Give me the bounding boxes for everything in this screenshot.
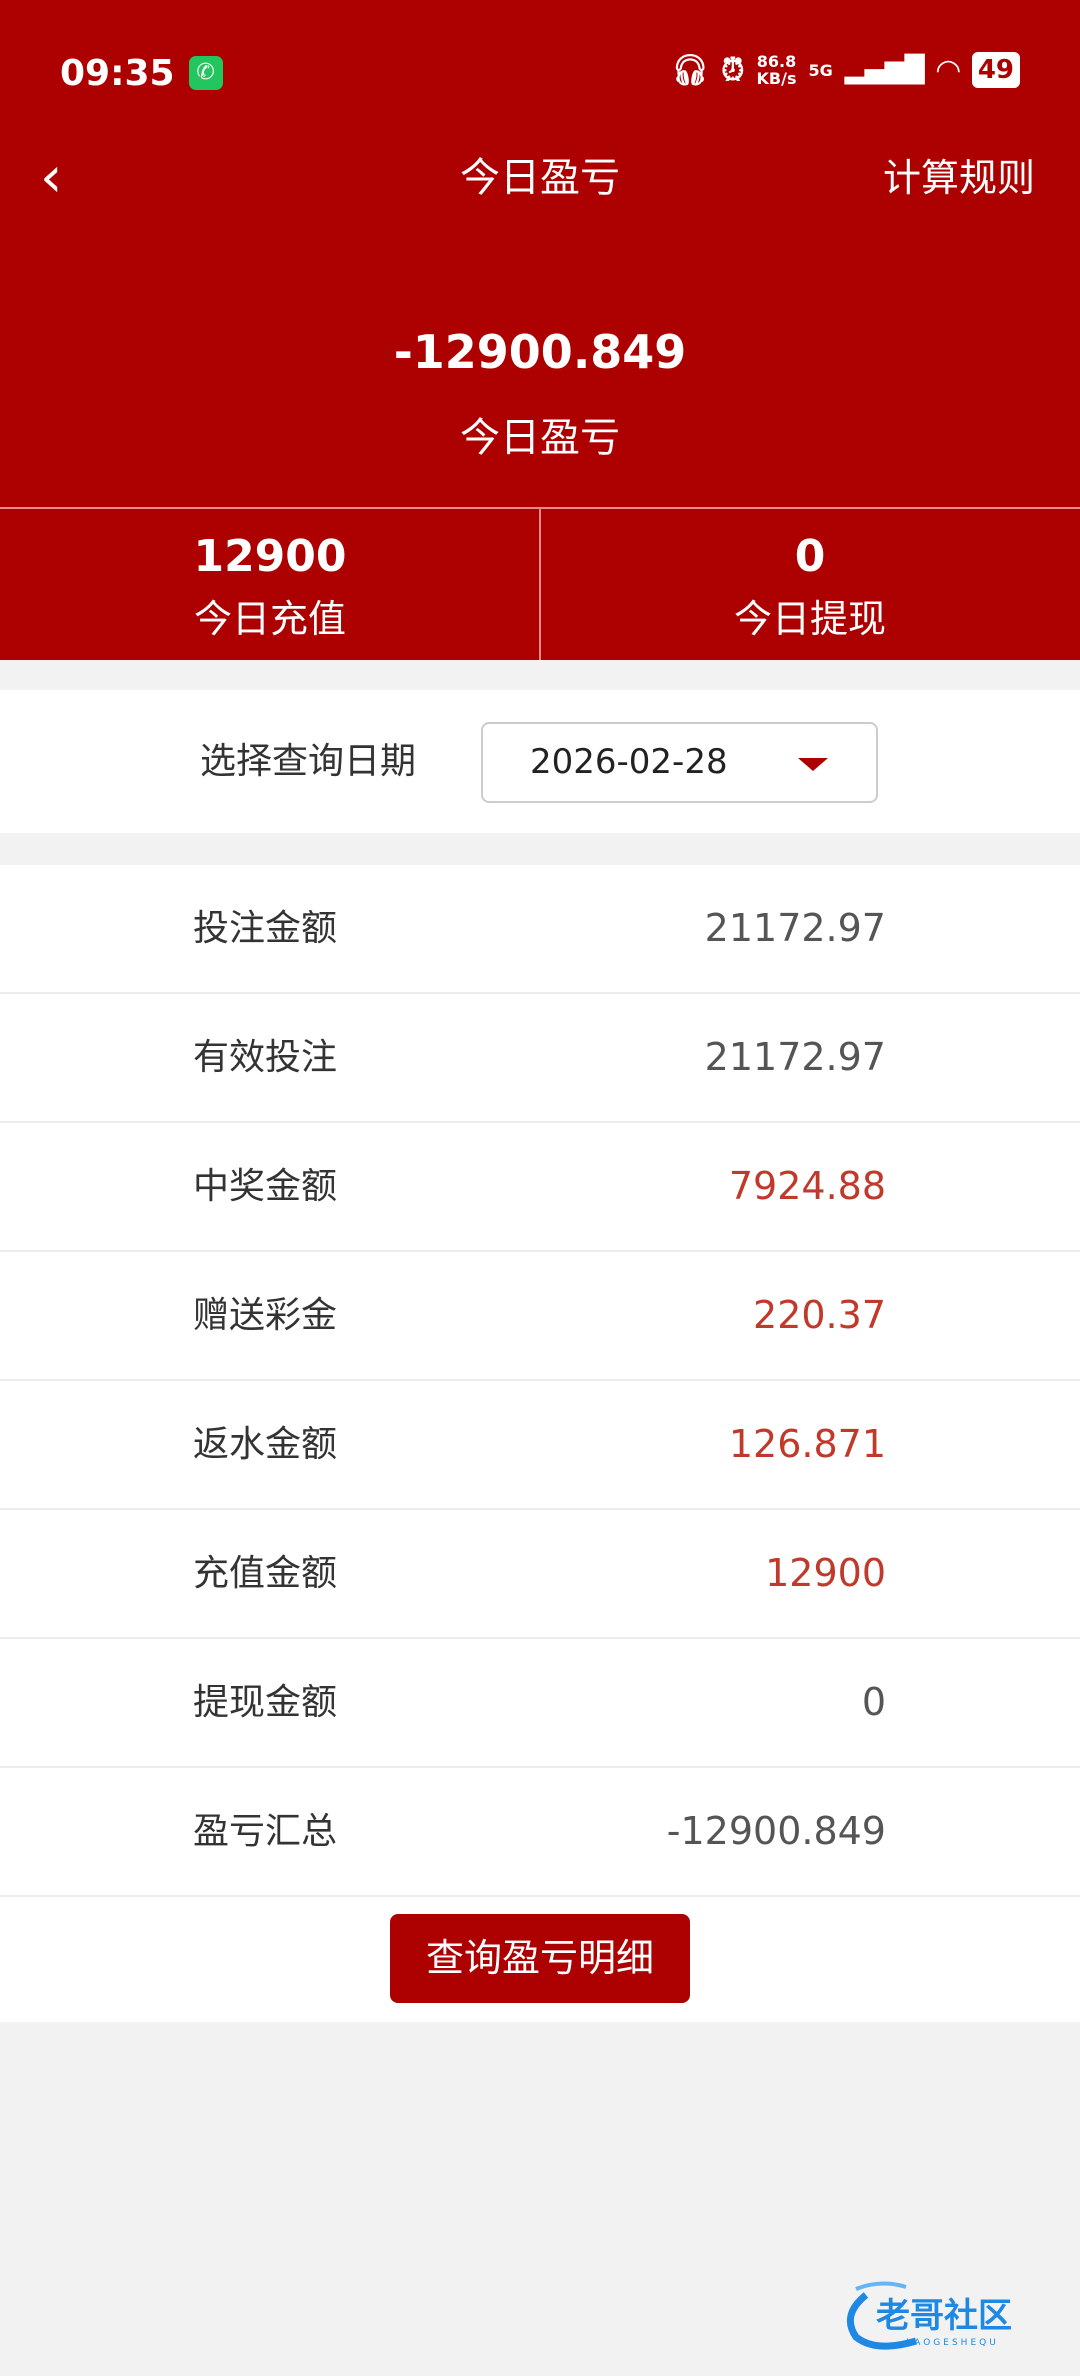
list-item: 返水金额 126.871 bbox=[0, 1381, 1080, 1510]
item-label: 有效投注 bbox=[193, 1037, 338, 1078]
item-label: 投注金额 bbox=[193, 908, 338, 949]
list-item: 充值金额 12900 bbox=[0, 1510, 1080, 1639]
status-bar: 09:35 ✆ 🎧︎ ⏰︎ 86.8 KB/s 5G ▂▄▆█ ◠ 49 bbox=[60, 48, 1020, 98]
status-time: 09:35 bbox=[60, 52, 175, 94]
headphones-icon: 🎧︎ bbox=[671, 52, 710, 88]
svg-text:老哥社区: 老哥社区 bbox=[876, 2296, 1012, 2336]
signal-icon: ▂▄▆█ bbox=[844, 55, 925, 85]
date-filter: 选择查询日期 2026-02-28 bbox=[0, 690, 1080, 833]
item-value: 21172.97 bbox=[704, 906, 886, 950]
list-item: 投注金额 21172.97 bbox=[0, 865, 1080, 994]
network-speed: 86.8 KB/s bbox=[756, 52, 797, 88]
battery-icon: 49 bbox=[971, 52, 1020, 88]
list-item: 盈亏汇总 -12900.849 bbox=[0, 1768, 1080, 1897]
item-value: 0 bbox=[861, 1680, 886, 1724]
back-arrow-icon[interactable]: ‹ bbox=[40, 145, 63, 210]
today-profit-value: -12900.849 bbox=[393, 325, 687, 379]
item-label: 盈亏汇总 bbox=[193, 1811, 338, 1852]
date-label: 选择查询日期 bbox=[200, 741, 417, 782]
item-value: 7924.88 bbox=[728, 1164, 886, 1208]
page-title: 今日盈亏 bbox=[460, 155, 620, 201]
query-detail-button[interactable]: 查询盈亏明细 bbox=[390, 1914, 690, 2003]
item-value: -12900.849 bbox=[666, 1809, 886, 1853]
item-value: 126.871 bbox=[728, 1422, 886, 1466]
alarm-icon: ⏰︎ bbox=[721, 52, 745, 88]
divider bbox=[539, 509, 541, 660]
caret-down-icon bbox=[798, 758, 828, 771]
today-deposit: 12900 今日充值 bbox=[193, 531, 347, 641]
list-item: 提现金额 0 bbox=[0, 1639, 1080, 1768]
divider bbox=[0, 507, 1080, 509]
nav-bar: ‹ 今日盈亏 计算规则 bbox=[0, 140, 1080, 216]
list-item: 赠送彩金 220.37 bbox=[0, 1252, 1080, 1381]
svg-text:LAOGESHEQU: LAOGESHEQU bbox=[906, 2338, 999, 2348]
item-label: 赠送彩金 bbox=[193, 1295, 338, 1336]
item-value: 12900 bbox=[765, 1551, 886, 1595]
phone-call-icon: ✆ bbox=[188, 56, 223, 90]
wifi-icon: ◠ bbox=[936, 52, 960, 88]
calculation-rules-link[interactable]: 计算规则 bbox=[882, 156, 1035, 200]
date-select[interactable]: 2026-02-28 bbox=[481, 722, 878, 803]
watermark-logo: 老哥社区 LAOGESHEQU bbox=[846, 2281, 1012, 2350]
item-label: 中奖金额 bbox=[193, 1166, 338, 1207]
item-value: 21172.97 bbox=[704, 1035, 886, 1079]
item-label: 提现金额 bbox=[193, 1682, 338, 1723]
list-item: 有效投注 21172.97 bbox=[0, 994, 1080, 1123]
network-type: 5G bbox=[808, 60, 833, 80]
list-item: 中奖金额 7924.88 bbox=[0, 1123, 1080, 1252]
item-label: 返水金额 bbox=[193, 1424, 338, 1465]
item-label: 充值金额 bbox=[193, 1553, 338, 1594]
summary-list: 投注金额 21172.97 有效投注 21172.97 中奖金额 7924.88 赠送彩金 2… bbox=[0, 865, 1080, 1897]
today-withdrawal: 0 今日提现 bbox=[733, 531, 886, 641]
item-value: 220.37 bbox=[753, 1293, 886, 1337]
today-profit-label: 今日盈亏 bbox=[460, 415, 620, 461]
header: 09:35 ✆ 🎧︎ ⏰︎ 86.8 KB/s 5G ▂▄▆█ ◠ 49 ‹ 今日… bbox=[0, 0, 1080, 660]
